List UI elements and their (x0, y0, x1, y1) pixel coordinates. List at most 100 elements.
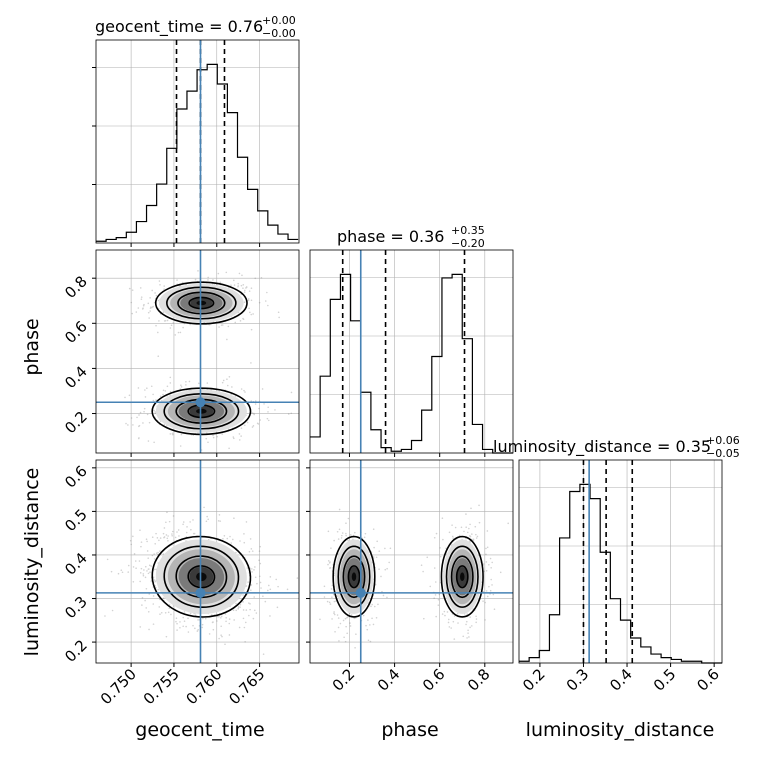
scatter-point (147, 440, 150, 442)
scatter-point (183, 611, 186, 613)
injection-marker (195, 397, 206, 408)
scatter-point (179, 626, 181, 629)
scatter-point (143, 569, 145, 571)
scatter-point (233, 517, 235, 519)
scatter-point (164, 612, 167, 614)
scatter-point (254, 277, 257, 280)
scatter-point (145, 607, 148, 609)
title-1-label: phase = 0.36 (337, 227, 444, 246)
scatter-point (242, 594, 244, 596)
scatter-point (171, 533, 173, 535)
scatter-point (153, 579, 156, 581)
scatter-point (163, 320, 166, 322)
scatter-point (339, 622, 342, 625)
scatter-point (246, 567, 249, 569)
scatter-point (175, 620, 177, 623)
histogram-panel-geocent_time (92, 39, 300, 247)
scatter-point (484, 601, 486, 604)
scatter-point (241, 274, 243, 277)
scatter-point (152, 576, 155, 579)
scatter-point (155, 586, 157, 589)
scatter-point (151, 554, 154, 557)
scatter-point (163, 527, 166, 529)
scatter-point (242, 283, 245, 286)
scatter-point (128, 287, 131, 290)
scatter-point (146, 550, 149, 552)
scatter-point (269, 615, 271, 617)
scatter-point (365, 624, 367, 627)
scatter-point (175, 617, 178, 620)
scatter-point (185, 381, 187, 383)
scatter-point (186, 526, 188, 528)
y-tick-label-luminosity_distance: 0.2 (61, 636, 91, 666)
scatter-point (491, 561, 493, 564)
scatter-point (247, 299, 250, 302)
scatter-point (206, 515, 208, 518)
scatter-point (240, 427, 243, 429)
scatter-point (259, 581, 262, 584)
scatter-point (189, 612, 192, 615)
density-panel-geocent_time-phase: 0.2 0.4 0.6 0.8 (61, 249, 300, 457)
scatter-point (217, 272, 220, 275)
scatter-point (384, 547, 386, 550)
y-tick-label-phase: 0.4 (61, 363, 91, 393)
scatter-point (167, 535, 169, 537)
scatter-point (250, 313, 253, 316)
scatter-point (120, 569, 123, 572)
scatter-point (345, 534, 347, 537)
scatter-point (147, 557, 150, 559)
scatter-point (319, 618, 321, 621)
scatter-point (363, 536, 366, 539)
scatter-point (163, 423, 166, 426)
scatter-point (243, 291, 246, 293)
injection-marker (195, 587, 206, 598)
scatter-point (375, 556, 378, 559)
scatter-point (267, 589, 269, 592)
scatter-point (176, 622, 178, 625)
scatter-point (143, 410, 145, 413)
scatter-point (493, 608, 496, 611)
scatter-point (165, 521, 167, 524)
scatter-point (221, 381, 224, 384)
scatter-point (169, 327, 172, 329)
scatter-point (490, 567, 492, 569)
scatter-point (202, 617, 204, 620)
scatter-point (469, 523, 471, 526)
scatter-point (338, 528, 341, 531)
scatter-point (441, 517, 444, 519)
scatter-point (373, 546, 375, 549)
scatter-point (267, 406, 270, 409)
scatter-point (235, 602, 237, 605)
scatter-point (152, 305, 154, 308)
scatter-point (169, 376, 172, 379)
panel-frame (309, 459, 514, 664)
scatter-point (166, 537, 169, 540)
scatter-point (269, 576, 272, 578)
scatter-point (218, 514, 221, 516)
scatter-point (176, 279, 178, 281)
scatter-point (217, 520, 220, 522)
scatter-point (216, 620, 218, 622)
scatter-point (128, 394, 131, 397)
scatter-point (162, 597, 165, 599)
title-1-plus: +0.35 (451, 224, 485, 237)
title-0-plus: +0.00 (262, 14, 296, 27)
x-axis-label-geocent-time: geocent_time (135, 719, 264, 741)
density-panel-phase-luminosity_distance: 0.2 0.4 0.6 0.8 (306, 459, 514, 695)
scatter-point (234, 321, 237, 324)
histogram-step-luminosity_distance (519, 483, 722, 664)
scatter-point (239, 603, 242, 606)
scatter-point (233, 437, 235, 440)
scatter-point (420, 564, 423, 567)
scatter-point (208, 633, 211, 635)
scatter-point (372, 556, 375, 558)
scatter-point (154, 580, 157, 583)
scatter-point (176, 531, 178, 533)
scatter-point (140, 541, 143, 543)
scatter-point (248, 307, 250, 310)
scatter-point (224, 643, 226, 646)
scatter-point (159, 550, 161, 552)
x-tick-label-luminosity_distance: 0.6 (693, 665, 723, 695)
scatter-point (323, 596, 326, 598)
x-axis-label-phase: phase (381, 719, 438, 741)
